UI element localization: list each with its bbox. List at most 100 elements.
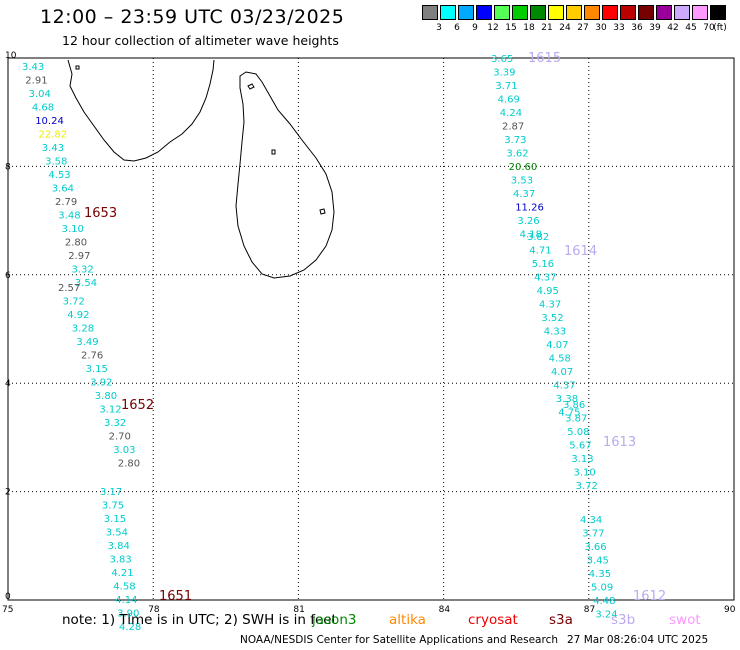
pass-id-label: 1652 xyxy=(121,398,154,413)
pass-id-label: 1613 xyxy=(603,435,636,450)
legend-swatch xyxy=(494,5,510,20)
x-tick-label: 78 xyxy=(148,605,160,615)
wave-height-value: 4.37 xyxy=(539,300,561,311)
wave-height-value: 3.71 xyxy=(495,81,517,92)
legend-label: 36 xyxy=(631,23,643,33)
wave-height-value: 3.17 xyxy=(100,487,122,498)
satellite-label: s3a xyxy=(549,612,573,628)
satellite-label: cryosat xyxy=(468,612,518,628)
wave-height-value: 4.69 xyxy=(498,95,520,106)
wave-height-value: 3.72 xyxy=(63,297,85,308)
legend-swatch xyxy=(458,5,474,20)
legend-swatch xyxy=(674,5,690,20)
wave-height-value: 4.07 xyxy=(551,367,573,378)
legend-swatch xyxy=(476,5,492,20)
wave-height-value: 3.87 xyxy=(565,414,587,425)
wave-height-value: 3.84 xyxy=(108,541,130,552)
legend-swatch xyxy=(656,5,672,20)
legend-label: 9 xyxy=(472,23,478,33)
india-coastline xyxy=(67,59,215,162)
legend-swatch xyxy=(512,5,528,20)
wave-height-value: 4.35 xyxy=(589,569,611,580)
wave-height-value: 3.54 xyxy=(106,528,128,539)
wave-height-value: 3.15 xyxy=(104,514,126,525)
wave-height-value: 4.37 xyxy=(553,381,575,392)
wave-height-value: 2.91 xyxy=(25,76,47,87)
credit-line: NOAA/NESDIS Center for Satellite Applica… xyxy=(240,634,558,646)
x-tick-label: 84 xyxy=(439,605,451,615)
wave-height-value: 4.21 xyxy=(111,568,133,579)
page-subtitle: 12 hour collection of altimeter wave hei… xyxy=(62,33,339,48)
satellite-label: swot xyxy=(669,612,701,628)
wave-height-value: 2.87 xyxy=(502,122,524,133)
legend-swatch xyxy=(548,5,564,20)
wave-height-value: 3.13 xyxy=(571,454,593,465)
wave-height-value: 4.37 xyxy=(513,189,535,200)
pass-id-label: 1615 xyxy=(528,51,561,66)
wave-height-value: 3.48 xyxy=(58,211,80,222)
x-tick-label: 81 xyxy=(293,605,304,615)
wave-height-value: 3.15 xyxy=(86,364,108,375)
wave-height-value: 3.64 xyxy=(52,184,74,195)
pass-id-label: 1653 xyxy=(84,206,117,221)
y-tick-label: 8 xyxy=(5,162,11,172)
legend-swatch xyxy=(692,5,708,20)
island-4 xyxy=(75,65,80,70)
pass-id-label: 1614 xyxy=(564,244,597,259)
legend-swatch xyxy=(566,5,582,20)
legend-swatch xyxy=(440,5,456,20)
wave-height-value: 3.49 xyxy=(76,337,98,348)
legend-label: 6 xyxy=(454,23,460,33)
wave-height-value: 3.52 xyxy=(541,313,563,324)
wave-height-value: 3.82 xyxy=(527,232,549,243)
wave-height-value: 22.82 xyxy=(39,130,68,141)
wave-height-value: 3.90 xyxy=(117,609,139,620)
wave-height-value: 3.43 xyxy=(42,143,64,154)
wave-height-value: 3.03 xyxy=(113,445,135,456)
wave-height-value: 3.28 xyxy=(72,324,94,335)
legend-label: 39 xyxy=(649,23,661,33)
wave-height-value: 3.38 xyxy=(556,394,578,405)
footer-note: note: 1) Time is in UTC; 2) SWH is in fe… xyxy=(62,612,337,628)
x-tick-label: 90 xyxy=(724,605,736,615)
wave-height-value: 10.24 xyxy=(35,116,64,127)
wave-height-value: 3.73 xyxy=(504,135,526,146)
legend-swatch xyxy=(638,5,654,20)
wave-height-value: 4.53 xyxy=(48,170,70,181)
wave-height-value: 3.54 xyxy=(75,278,97,289)
y-tick-label: 0 xyxy=(5,592,11,602)
wave-height-value: 3.10 xyxy=(62,224,84,235)
wave-height-value: 3.92 xyxy=(90,378,112,389)
wave-height-value: 3.86 xyxy=(563,400,585,411)
axis-ticks: 75 78 81 84 87 90 10 8 6 4 2 0 xyxy=(2,51,736,615)
wave-height-value: 5.08 xyxy=(567,427,589,438)
wave-height-value: 4.28 xyxy=(119,622,141,633)
legend-label: 15 xyxy=(505,23,517,33)
legend-swatch xyxy=(602,5,618,20)
map-grid xyxy=(8,58,734,600)
wave-height-value: 3.66 xyxy=(584,542,606,553)
x-tick-label: 87 xyxy=(584,605,595,615)
wave-height-value: 3.72 xyxy=(576,481,598,492)
wave-height-value: 2.80 xyxy=(118,459,140,470)
wave-height-value: 3.10 xyxy=(574,468,596,479)
y-tick-label: 10 xyxy=(5,51,17,61)
x-tick-label: 75 xyxy=(2,605,13,615)
island-3 xyxy=(319,208,326,215)
wave-height-value: 4.95 xyxy=(537,286,559,297)
wave-height-value: 4.58 xyxy=(549,354,571,365)
wave-height-value: 5.67 xyxy=(569,441,591,452)
wave-height-value: 3.32 xyxy=(104,418,126,429)
wave-height-value: 4.37 xyxy=(534,273,556,284)
wave-height-value: 2.70 xyxy=(109,432,131,443)
wave-height-value: 3.58 xyxy=(45,157,67,168)
wave-height-value: 3.39 xyxy=(493,68,515,79)
wave-height-value: 4.24 xyxy=(500,108,522,119)
wave-height-value: 2.80 xyxy=(65,238,87,249)
legend-swatch xyxy=(584,5,600,20)
wave-height-value: 5.16 xyxy=(532,259,554,270)
legend-label: 70 xyxy=(703,23,715,33)
wave-height-value: 3.45 xyxy=(587,556,609,567)
wave-readings: 3.43 2.91 3.04 4.68 10.24 22.82 3.43 3.58 4.53 3.… xyxy=(22,51,666,633)
wave-height-value: 3.12 xyxy=(99,405,121,416)
